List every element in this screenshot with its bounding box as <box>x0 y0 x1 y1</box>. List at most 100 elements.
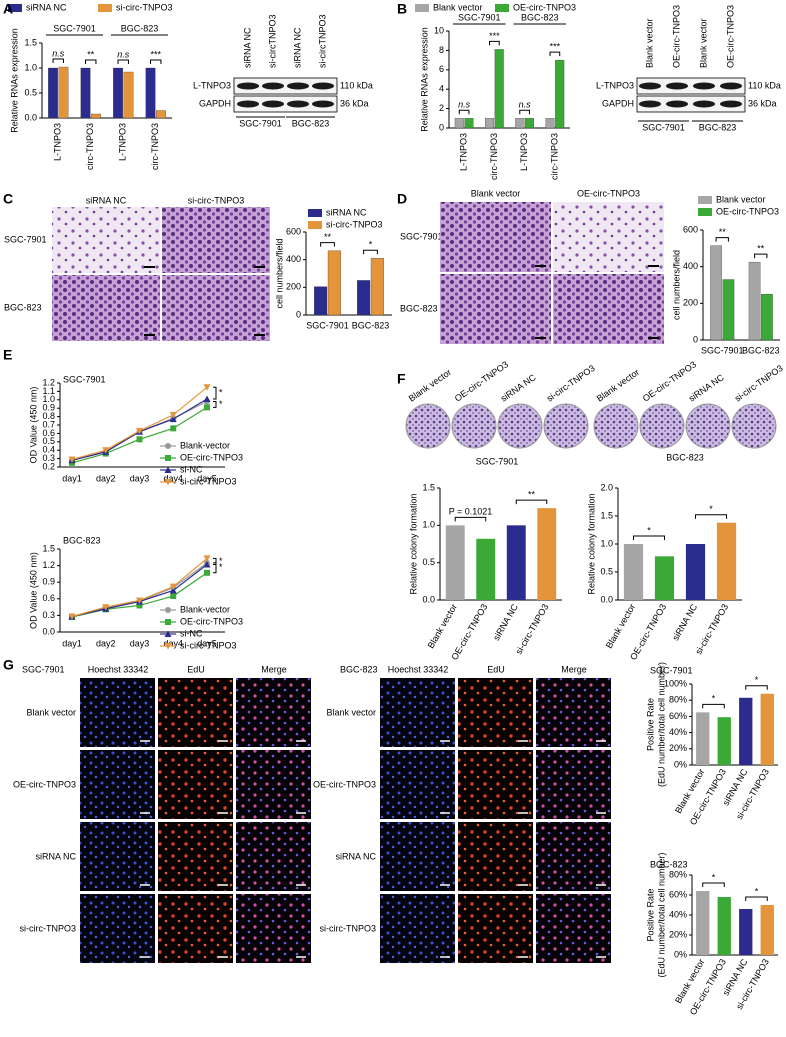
row-label: BGC-823 <box>4 302 42 312</box>
x-tick-label: day4 <box>163 473 183 483</box>
bar <box>739 697 753 765</box>
fluorescence-image <box>380 750 455 819</box>
column-label: EdU <box>487 664 505 674</box>
x-tick-label: L-TNPO3 <box>53 123 63 161</box>
fluorescence-image <box>158 822 233 891</box>
legend-marker <box>165 443 171 449</box>
legend-label: siRNA NC <box>326 207 367 217</box>
blot-band <box>262 82 284 90</box>
significance-bracket <box>85 59 97 64</box>
blot-band <box>720 82 742 90</box>
bar <box>494 49 504 129</box>
lane-label: Blank vector <box>698 18 708 68</box>
x-tick-label: day2 <box>96 473 116 483</box>
well-label: siRNA NC <box>687 372 726 404</box>
blot-strip <box>233 77 338 95</box>
y-tick-label: 0.9 <box>42 403 55 413</box>
y-tick-label: 100% <box>664 678 687 688</box>
fluorescence-image <box>536 822 611 891</box>
significance-label: * <box>712 872 716 882</box>
bar <box>445 525 465 600</box>
significance-label: ** <box>757 243 765 253</box>
bar <box>91 113 101 119</box>
x-tick-label: Blank vector <box>426 602 459 650</box>
y-tick-label: 0.5 <box>600 566 613 576</box>
significance-label: * <box>755 886 759 896</box>
blot-band <box>693 100 715 108</box>
column-label: Hoechst 33342 <box>88 664 149 674</box>
x-tick-label: circ-TNPO3 <box>85 123 95 170</box>
point <box>68 456 76 463</box>
bar <box>760 905 774 955</box>
significance-bracket <box>117 59 129 64</box>
bar <box>156 110 166 119</box>
bar <box>654 556 675 600</box>
row-label: SGC-7901 <box>4 234 47 244</box>
point <box>203 384 211 391</box>
y-tick-label: 60% <box>669 711 687 721</box>
fluorescence-image <box>380 894 455 963</box>
significance-label: *** <box>489 31 500 41</box>
point <box>102 604 110 611</box>
legend-label: OE-circ-TNPO3 <box>180 452 243 462</box>
point <box>136 602 143 609</box>
blot-band <box>666 82 688 90</box>
fluorescence-image <box>158 678 233 747</box>
y-tick-label: 1.5 <box>24 37 37 47</box>
x-tick-label: day2 <box>96 638 116 648</box>
y-axis-label: (EdU number/total cell number) <box>656 852 666 977</box>
row-label: Blank vector <box>26 707 76 717</box>
micrograph <box>52 275 160 341</box>
blot-band <box>287 82 309 90</box>
bar <box>722 279 735 341</box>
y-axis-label: OD Value (450 nm) <box>28 552 38 629</box>
y-tick-label: 0.6 <box>42 428 55 438</box>
x-tick-label: siRNA NC <box>670 602 699 643</box>
fluorescence-image <box>236 894 311 963</box>
y-tick-label: 400 <box>286 254 301 264</box>
x-tick-label: BGC-823 <box>742 345 780 355</box>
micrograph <box>553 202 664 272</box>
y-tick-label: 600 <box>683 224 698 234</box>
blot-band <box>639 100 661 108</box>
column-label: Merge <box>561 664 587 674</box>
fluorescence-image <box>80 750 155 819</box>
group-label: SGC-7901 <box>476 456 519 466</box>
bar <box>710 245 722 341</box>
x-tick-label: day3 <box>130 473 150 483</box>
significance-label: * <box>647 525 651 535</box>
y-tick-label: 0 <box>693 334 698 344</box>
bar <box>314 286 328 316</box>
y-tick-label: 1.0 <box>600 538 613 548</box>
x-tick-label: siRNA NC <box>491 602 520 643</box>
legend-swatch <box>698 196 712 204</box>
point <box>169 411 177 419</box>
lane-label: si-circTNPO3 <box>267 15 277 69</box>
blot-band <box>312 100 334 108</box>
bar <box>454 118 464 129</box>
significance-label: * <box>712 694 716 704</box>
y-tick-label: 0.3 <box>42 610 55 620</box>
well-label: Blank vector <box>595 367 641 404</box>
significance-label: * <box>755 675 759 685</box>
cell-line-label: SGC-7901 <box>22 664 65 674</box>
y-tick-label: 200 <box>683 298 698 308</box>
bar <box>716 522 737 600</box>
lane-label: siRNA NC <box>292 27 302 68</box>
point <box>136 436 143 443</box>
legend-label: Blank vector <box>433 2 483 12</box>
column-label: Merge <box>261 664 287 674</box>
y-tick-label: 0.6 <box>42 593 55 603</box>
significance-bracket <box>715 237 729 242</box>
row-label: si-circ-TNPO3 <box>20 923 77 933</box>
x-tick-label: day1 <box>62 638 82 648</box>
legend-label: siRNA NC <box>26 2 67 12</box>
significance-label: * <box>219 387 223 397</box>
significance-bracket <box>519 109 530 115</box>
colony-well <box>685 403 731 449</box>
significance-label: * <box>709 504 713 514</box>
fluorescence-image <box>536 678 611 747</box>
legend-swatch <box>495 4 509 12</box>
group-label: BGC-823 <box>666 452 704 462</box>
